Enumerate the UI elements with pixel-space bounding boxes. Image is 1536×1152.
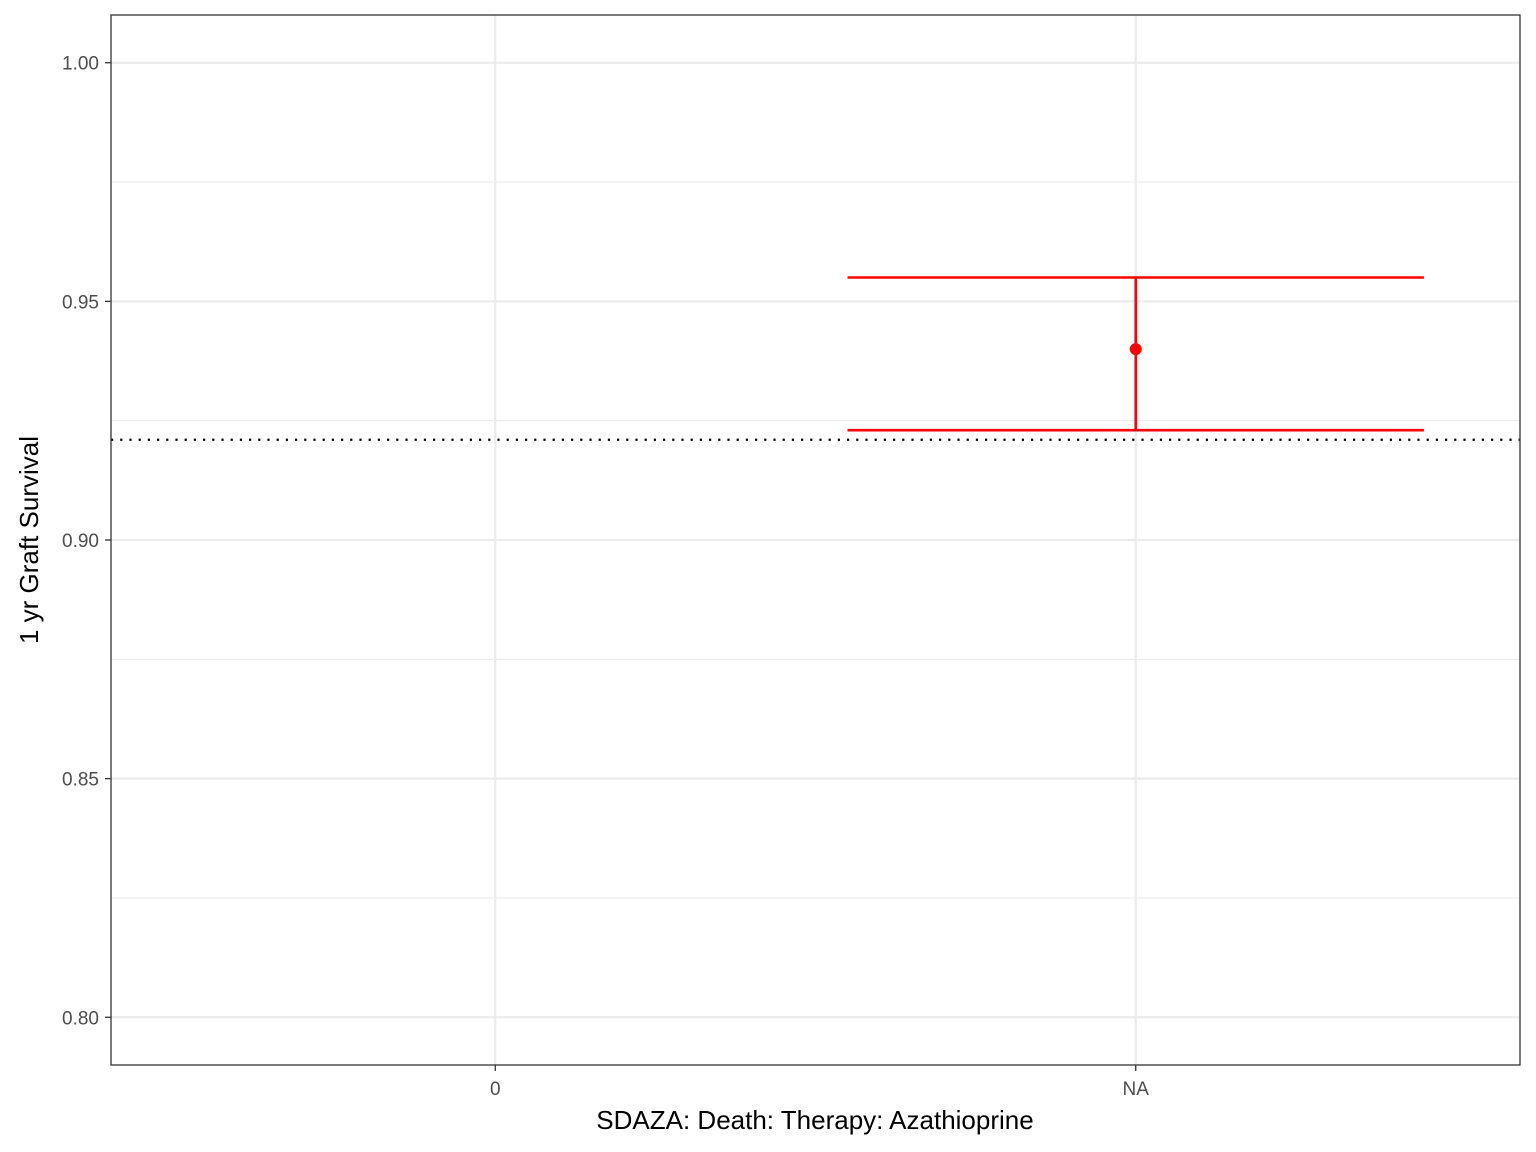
y-tick-label: 0.95 [62,292,99,313]
y-tick-label: 0.90 [62,531,99,552]
y-tick-label: 0.85 [62,770,99,791]
minor-gridlines [111,181,1520,899]
x-axis-title: SDAZA: Death: Therapy: Azathioprine [596,1105,1033,1135]
data-marks [847,276,1424,432]
y-tick-label: 0.80 [62,1008,99,1029]
y-axis: 0.80 0.85 0.90 0.95 1.00 [62,54,111,1029]
y-tick-label: 1.00 [62,54,99,75]
estimate-point [1129,343,1142,356]
x-tick-label: NA [1123,1079,1150,1100]
x-axis: 0 NA [490,1065,1149,1100]
y-axis-title: 1 yr Graft Survival [14,436,44,644]
major-gridlines [111,15,1520,1065]
x-tick-label: 0 [490,1079,501,1100]
